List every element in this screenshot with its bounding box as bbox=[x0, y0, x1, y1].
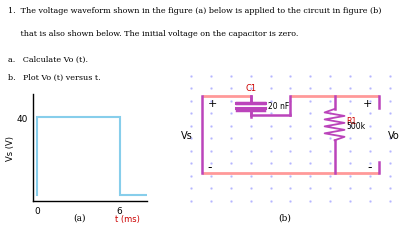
Text: Vo: Vo bbox=[388, 130, 400, 140]
Text: 20 nF: 20 nF bbox=[268, 102, 290, 110]
Text: 500k: 500k bbox=[347, 122, 366, 131]
Text: a.   Calculate Vo (t).: a. Calculate Vo (t). bbox=[8, 55, 88, 63]
Text: Vs: Vs bbox=[181, 130, 193, 140]
Text: +: + bbox=[363, 99, 372, 109]
Text: (a): (a) bbox=[74, 213, 86, 222]
Text: R1: R1 bbox=[347, 116, 357, 125]
Text: +: + bbox=[207, 99, 217, 109]
Text: that is also shown below. The initial voltage on the capacitor is zero.: that is also shown below. The initial vo… bbox=[8, 30, 299, 38]
Text: -: - bbox=[368, 160, 372, 173]
Text: b.   Plot Vo (t) versus t.: b. Plot Vo (t) versus t. bbox=[8, 74, 101, 82]
Text: C1: C1 bbox=[245, 83, 256, 92]
Text: t (ms): t (ms) bbox=[115, 215, 140, 223]
Text: -: - bbox=[207, 160, 212, 173]
Text: (b): (b) bbox=[278, 213, 291, 222]
Text: 1.  The voltage waveform shown in the figure (a) below is applied to the circuit: 1. The voltage waveform shown in the fig… bbox=[8, 7, 382, 15]
Y-axis label: Vs (V): Vs (V) bbox=[6, 135, 15, 160]
